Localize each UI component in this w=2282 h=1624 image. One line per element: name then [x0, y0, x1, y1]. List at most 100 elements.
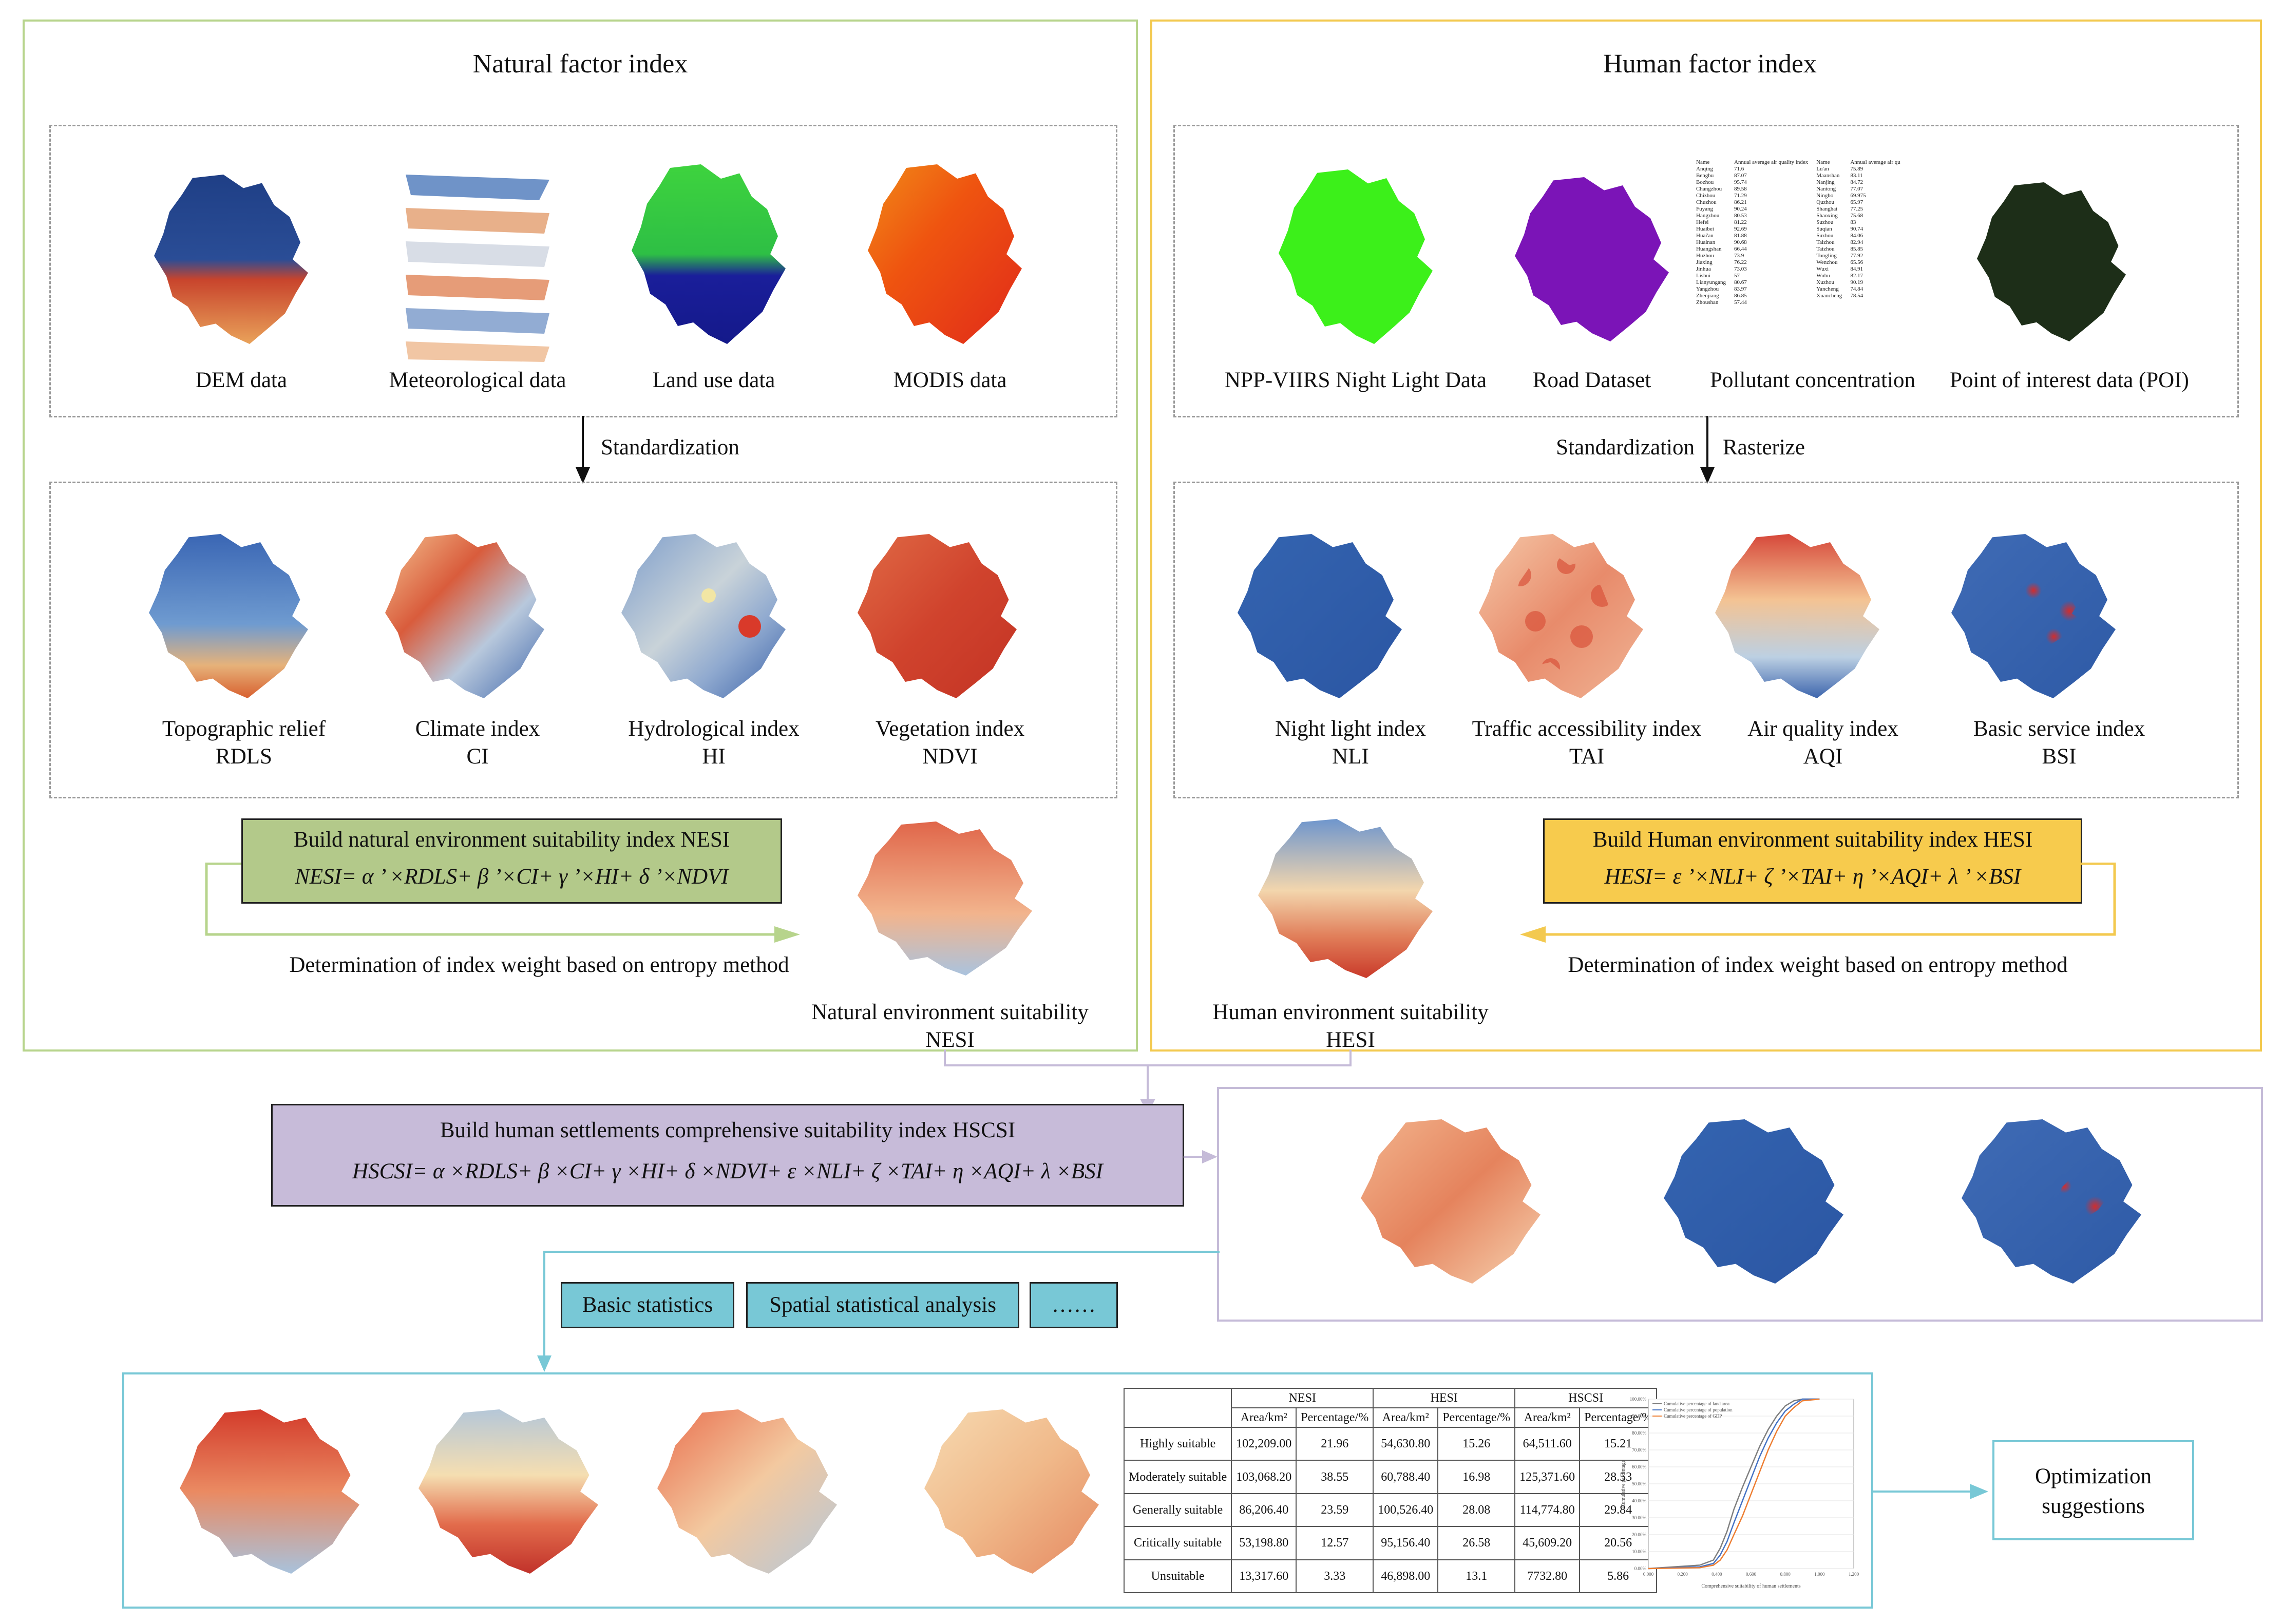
traffic-accessibility-line2: TAI: [1569, 744, 1605, 769]
spatial-statistical-analysis-button[interactable]: Spatial statistical analysis: [746, 1282, 1019, 1328]
climate-index-label: Climate index CI: [359, 715, 596, 771]
pollutant-cell: Jinhua: [1696, 266, 1711, 272]
pollutant-cell: Xuancheng: [1816, 293, 1842, 299]
pollutant-cell: 90.74: [1850, 226, 1863, 232]
results-cell: 26.58: [1437, 1526, 1516, 1560]
traffic-accessibility-label: Traffic accessibility index TAI: [1448, 715, 1725, 771]
nesi-result-line1: Natural environment suitability: [811, 1000, 1089, 1024]
results-row-label: Unsuitable: [1123, 1559, 1232, 1594]
pollutant-cell: 71.29: [1734, 193, 1747, 199]
results-group-nesi: NESI: [1231, 1388, 1374, 1408]
hesi-result-line1: Human environment suitability: [1212, 1000, 1489, 1024]
pollutant-header-cell: Name: [1696, 159, 1710, 165]
natural-standardization-label: Standardization: [601, 435, 739, 460]
hscsi-formula: HSCSI= α ×RDLS+ β ×CI+ γ ×HI+ δ ×NDVI+ ε…: [352, 1159, 1103, 1183]
rdls-label: Topographic relief RDLS: [123, 715, 365, 771]
results-row-label: Highly suitable: [1123, 1426, 1232, 1461]
results-subheader: Area/km²: [1231, 1407, 1297, 1428]
pollutant-cell: 81.88: [1734, 233, 1747, 239]
pollutant-cell: 82.94: [1850, 239, 1863, 245]
pollutant-cell: 89.58: [1734, 186, 1747, 192]
pollutant-cell: Ningbo: [1816, 193, 1834, 199]
nesi-result-line2: NESI: [925, 1028, 975, 1052]
chart-y-axis-label: Cumulative percentage: [1621, 1460, 1626, 1507]
pollutant-cell: Shaoxing: [1816, 213, 1838, 219]
pollutant-row: Zhoushan 57.44: [1692, 299, 1905, 306]
results-cell: 29.84: [1579, 1493, 1658, 1527]
results-cell: 60,788.40: [1373, 1460, 1439, 1494]
results-cell: 21.96: [1296, 1426, 1374, 1461]
pollutant-cell: 80.53: [1734, 213, 1747, 219]
chart-y-tick-label: 40.00%: [1632, 1498, 1646, 1503]
natural-panel-title: Natural factor index: [472, 49, 688, 79]
pollutant-concentration-label: Pollutant concentration: [1709, 368, 1916, 392]
results-cell: 45,609.20: [1514, 1526, 1581, 1560]
basic-service-line2: BSI: [2042, 744, 2077, 769]
suitability-results-table: NESI HESI HSCSI Area/km² Percentage/% Area…: [1123, 1388, 1658, 1594]
analysis-map-3: [657, 1409, 837, 1574]
results-cell: 3.33: [1296, 1559, 1374, 1594]
rdls-map: [149, 534, 308, 698]
pollutant-row: Yangzhou 83.97 Yancheng 74.84: [1692, 286, 1905, 293]
pollutant-row: Anqing 71.6 Lu'an 75.89: [1692, 166, 1905, 173]
results-cell: 102,209.00: [1231, 1426, 1297, 1461]
chart-y-tick-label: 50.00%: [1632, 1481, 1646, 1486]
basic-statistics-button[interactable]: Basic statistics: [561, 1282, 734, 1328]
chart-x-tick-label: 0.000: [1643, 1572, 1654, 1577]
results-cell: 46,898.00: [1373, 1559, 1439, 1594]
hydrological-index-map: [621, 534, 786, 698]
chart-x-axis-label: Comprehensive suitability of human settl…: [1701, 1583, 1800, 1589]
hesi-weight-label: Determination of index weight based on e…: [1568, 953, 2068, 977]
pollutant-cell: 77.25: [1850, 206, 1863, 212]
chart-legend-entry: Cumulative percentage of land area: [1664, 1401, 1729, 1406]
results-cell: 95,156.40: [1373, 1526, 1439, 1560]
pollutant-row: Hangzhou 80.53 Shaoxing 75.68: [1692, 213, 1905, 219]
air-quality-line2: AQI: [1803, 744, 1843, 769]
pollutant-row: Huzhou 73.9 Tongling 77.92: [1692, 253, 1905, 259]
results-subheader: Percentage/%: [1437, 1407, 1516, 1428]
optimization-line1: Optimization: [2035, 1464, 2152, 1488]
dem-data-label: DEM data: [196, 368, 287, 392]
pollutant-cell: Lu'an: [1816, 166, 1829, 172]
pollutant-cell: Hefei: [1696, 219, 1709, 225]
results-row-label: Moderately suitable: [1123, 1460, 1232, 1494]
chart-legend-entry: Cumulative percentage of GDP: [1664, 1413, 1722, 1419]
results-cell: 28.08: [1437, 1493, 1516, 1527]
pollutant-header-cell: Name: [1816, 159, 1830, 165]
results-table-corner: [1123, 1388, 1232, 1428]
results-cell: 7732.80: [1514, 1559, 1581, 1594]
hscsi-build-title: Build human settlements comprehensive su…: [440, 1118, 1016, 1142]
vegetation-index-map: [858, 534, 1017, 698]
pollutant-cell: 83: [1850, 219, 1856, 225]
vegetation-index-line2: NDVI: [922, 744, 978, 769]
dem-map: [154, 175, 308, 344]
chart-y-tick-label: 80.00%: [1632, 1430, 1646, 1436]
more-analysis-button[interactable]: ……: [1030, 1282, 1118, 1328]
basic-service-line1: Basic service index: [1973, 717, 2145, 741]
chart-x-tick-label: 0.200: [1678, 1572, 1688, 1577]
results-cell: 53,198.80: [1231, 1526, 1297, 1560]
pollutant-cell: Wuhu: [1816, 273, 1830, 279]
pollutant-cell: Huangshan: [1696, 246, 1722, 252]
hesi-result-map: [1258, 819, 1433, 978]
results-cell: 16.98: [1437, 1460, 1516, 1494]
hscsi-to-maps-arrow: [1184, 1150, 1218, 1163]
nesi-build-box: Build natural environment suitability in…: [241, 818, 782, 904]
results-cell: 15.21: [1579, 1426, 1658, 1461]
pollutant-cell: 86.21: [1734, 199, 1747, 205]
results-cell: 13,317.60: [1231, 1559, 1297, 1594]
pollutant-cell: Shanghai: [1816, 206, 1838, 212]
pollutant-cell: 71.6: [1734, 166, 1744, 172]
hesi-build-box: Build Human environment suitability inde…: [1543, 818, 2082, 904]
natural-indices-box: [49, 482, 1117, 798]
pollutant-cell: Tongling: [1816, 253, 1837, 259]
chart-x-tick-label: 0.400: [1712, 1572, 1722, 1577]
night-light-data-map: [1279, 169, 1433, 344]
meteorological-data-label: Meteorological data: [389, 368, 566, 392]
chart-series-line: [1648, 1398, 1820, 1570]
results-cell: 38.55: [1296, 1460, 1374, 1494]
pollutant-cell: Taizhou: [1816, 246, 1835, 252]
pollutant-cell: 65.97: [1850, 199, 1863, 205]
land-use-data-label: Land use data: [652, 368, 775, 392]
nesi-result-label: Natural environment suitability NESI: [781, 999, 1119, 1054]
